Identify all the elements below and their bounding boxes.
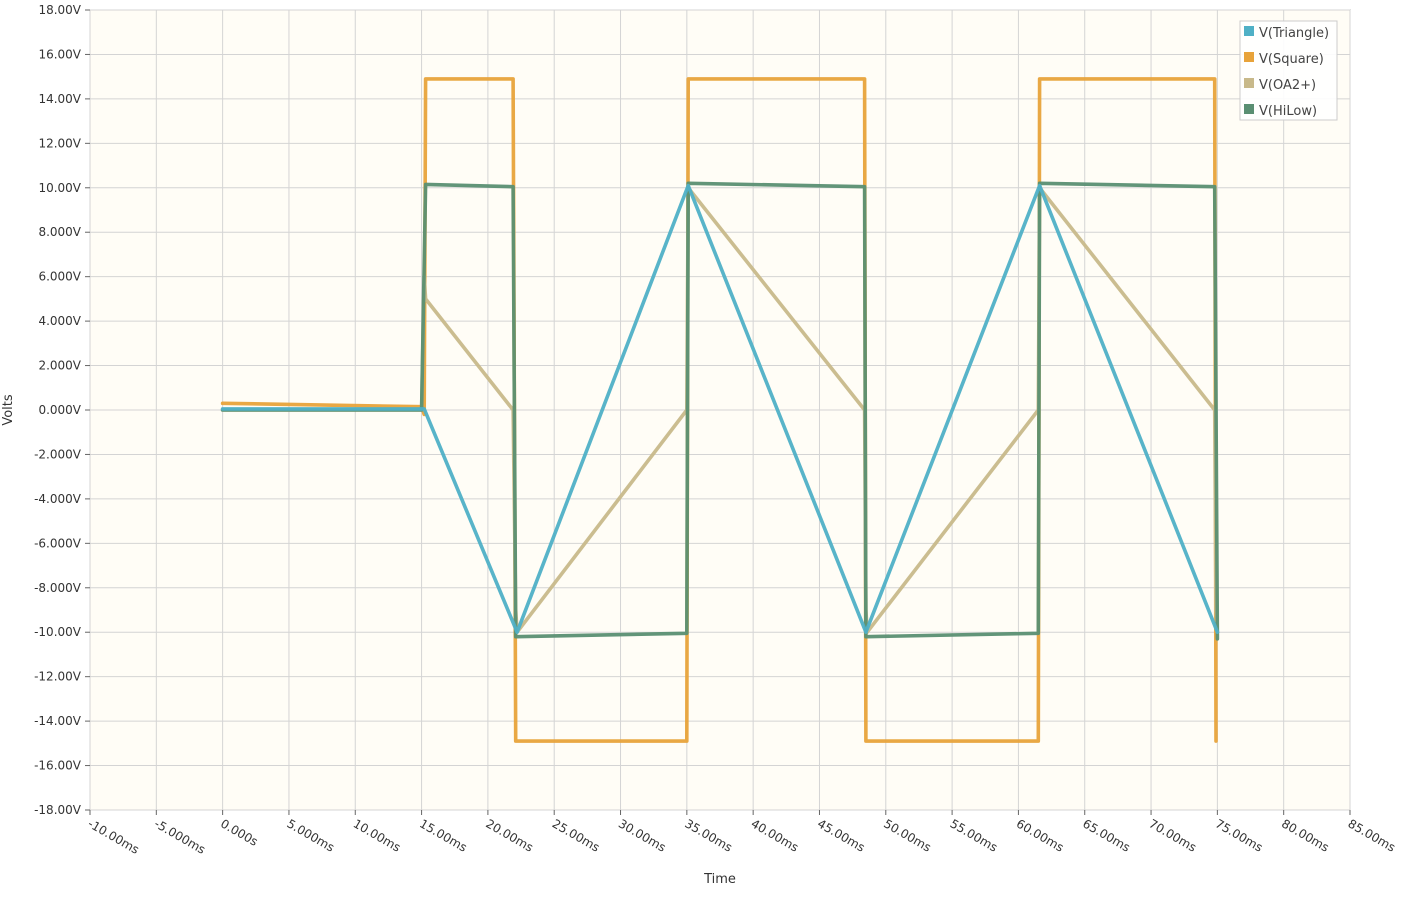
y-tick-label: 0.000V bbox=[38, 403, 81, 417]
legend-box bbox=[1239, 20, 1338, 121]
x-axis-title: Time bbox=[703, 872, 736, 887]
x-tick-label: 60.00ms bbox=[1014, 816, 1066, 854]
y-tick-label: -12.00V bbox=[34, 670, 82, 684]
y-tick-label: 10.00V bbox=[38, 181, 81, 195]
y-tick-label: -4.000V bbox=[34, 492, 82, 506]
legend-label: V(OA2+) bbox=[1259, 78, 1316, 93]
y-tick-label: 8.000V bbox=[38, 225, 81, 239]
x-tick-label: 70.00ms bbox=[1147, 816, 1199, 854]
legend-label: V(Square) bbox=[1259, 52, 1324, 67]
series-group bbox=[220, 77, 1220, 743]
legend: V(Triangle) V(Square) V(OA2+) V(HiLow) bbox=[1239, 20, 1338, 121]
x-tick-label: 10.00ms bbox=[351, 816, 403, 854]
x-tick-label: 50.00ms bbox=[881, 816, 933, 854]
x-axis-ticks: -10.00ms -5.000ms 0.000s 5.000ms 10.00ms 15.0… bbox=[86, 810, 1398, 857]
x-tick-label: 55.00ms bbox=[948, 816, 1000, 854]
x-tick-label: 40.00ms bbox=[749, 816, 801, 854]
x-tick-label: 45.00ms bbox=[815, 816, 867, 854]
y-tick-label: -8.000V bbox=[34, 581, 82, 595]
y-tick-label: -2.000V bbox=[34, 447, 82, 461]
legend-swatch bbox=[1244, 78, 1254, 88]
y-tick-label: 14.00V bbox=[38, 92, 81, 106]
x-tick-label: 0.000s bbox=[218, 816, 260, 848]
legend-swatch bbox=[1244, 104, 1254, 114]
series-line-v-hilow bbox=[220, 181, 1220, 641]
x-tick-label: 30.00ms bbox=[616, 816, 668, 854]
legend-swatch bbox=[1244, 26, 1254, 36]
y-tick-label: -14.00V bbox=[34, 714, 82, 728]
series-line-v-triangle bbox=[220, 183, 1220, 634]
x-tick-label: 15.00ms bbox=[417, 816, 469, 854]
y-tick-label: 2.000V bbox=[38, 359, 81, 373]
y-tick-label: -6.000V bbox=[34, 536, 82, 550]
x-tick-label: -10.00ms bbox=[86, 816, 142, 856]
y-axis-ticks: 18.00V 16.00V 14.00V 12.00V 10.00V 8.000V 6.00… bbox=[34, 3, 90, 817]
x-tick-label: 5.000ms bbox=[284, 816, 336, 854]
x-tick-label: 85.00ms bbox=[1346, 816, 1398, 854]
y-axis-title: Volts bbox=[1, 394, 16, 426]
y-tick-label: -16.00V bbox=[34, 759, 82, 773]
x-tick-label: 35.00ms bbox=[682, 816, 734, 854]
x-tick-label: 75.00ms bbox=[1213, 816, 1265, 854]
x-tick-label: -5.000ms bbox=[152, 816, 208, 856]
y-tick-label: 12.00V bbox=[38, 136, 81, 150]
y-tick-label: 6.000V bbox=[38, 270, 81, 284]
x-tick-label: 65.00ms bbox=[1080, 816, 1132, 854]
y-tick-label: -18.00V bbox=[34, 803, 82, 817]
y-tick-label: 4.000V bbox=[38, 314, 81, 328]
legend-swatch bbox=[1244, 52, 1254, 62]
x-tick-label: 20.00ms bbox=[483, 816, 535, 854]
x-tick-label: 25.00ms bbox=[550, 816, 602, 854]
legend-label: V(Triangle) bbox=[1259, 26, 1329, 41]
x-tick-label: 80.00ms bbox=[1279, 816, 1331, 854]
y-tick-label: -10.00V bbox=[34, 625, 82, 639]
legend-label: V(HiLow) bbox=[1259, 104, 1317, 119]
y-tick-label: 16.00V bbox=[38, 47, 81, 61]
y-tick-label: 18.00V bbox=[38, 3, 81, 17]
